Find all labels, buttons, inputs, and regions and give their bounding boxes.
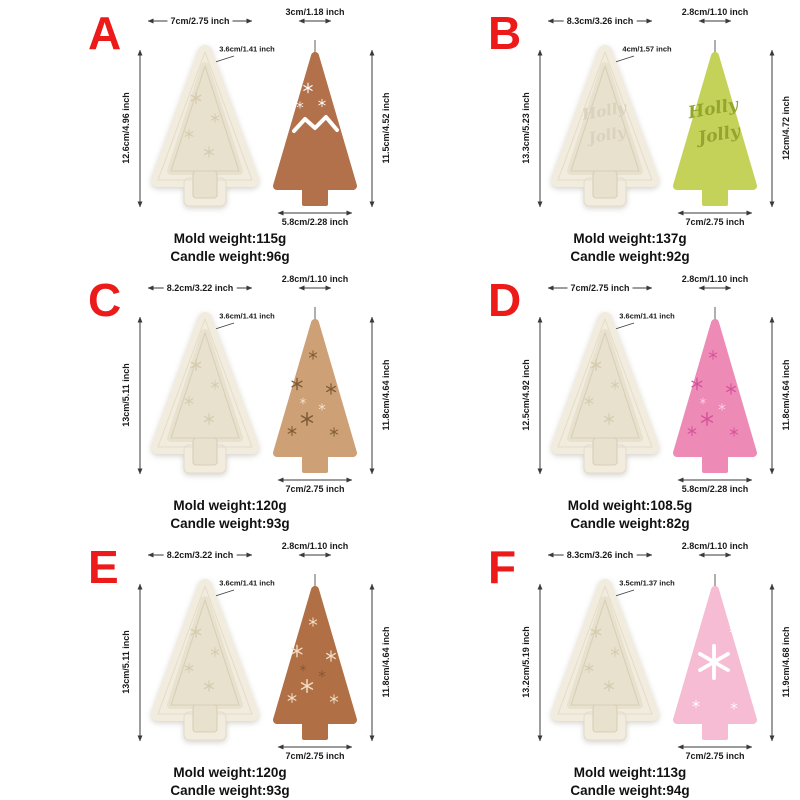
panel-f: F 8.3cm/3.26 inch 3.5cm/1.37 inch 13.2cm…	[400, 534, 800, 800]
mold-height-label: 12.5cm/4.92 inch	[521, 359, 531, 431]
mold-height-label: 12.6cm/4.96 inch	[121, 92, 131, 164]
candle-base-width-label: 5.8cm/2.28 inch	[681, 484, 749, 494]
candle-height-label: 12cm/4.72 inch	[781, 95, 791, 161]
candle-top-width-label: 2.8cm/1.10 inch	[681, 274, 749, 284]
weight-info: Mold weight:120g Candle weight:93g	[60, 764, 400, 799]
candle-top-width-label: 2.8cm/1.10 inch	[281, 541, 349, 551]
candle-weight: Candle weight:96g	[170, 248, 290, 264]
candle-height-label: 11.5cm/4.52 inch	[381, 92, 391, 164]
mold-weight: Mold weight:120g	[173, 765, 287, 780]
mold-cavity-width-label: 3.5cm/1.37 inch	[619, 578, 675, 588]
candle-weight: Candle weight:82g	[570, 515, 690, 531]
tree-candle	[277, 40, 353, 206]
mold-height-label: 13cm/5.11 inch	[121, 630, 131, 694]
mold-height-label: 13cm/5.11 inch	[121, 363, 131, 427]
candle-base-width-label: 7cm/2.75 inch	[285, 751, 345, 761]
candle-height-label: 11.8cm/4.64 inch	[381, 626, 391, 698]
mold-width-label: 7cm/2.75 inch	[567, 283, 633, 293]
panel-letter: B	[488, 7, 522, 59]
mold-cavity-width-label: 4cm/1.57 inch	[622, 44, 672, 54]
snow-decoration	[292, 82, 339, 133]
mold-weight: Mold weight:108.5g	[567, 498, 693, 513]
mold-cavity-width-label: 3.6cm/1.41 inch	[619, 311, 675, 321]
mold-height-label: 13.2cm/5.19 inch	[521, 626, 531, 698]
candle-base-width-label: 7cm/2.75 inch	[685, 751, 745, 761]
mold-weight: Mold weight:120g	[173, 498, 287, 513]
candle-top-width-label: 2.8cm/1.10 inch	[281, 274, 349, 284]
candle-weight: Candle weight:94g	[570, 782, 690, 798]
mold-cavity-width-label: 3.6cm/1.41 inch	[219, 311, 275, 321]
weight-info: Mold weight:108.5g Candle weight:82g	[460, 497, 800, 532]
panel-d: D 7cm/2.75 inch 3.6cm/1.41 inch 12.5cm/4…	[400, 267, 800, 533]
mold-weight: Mold weight:137g	[573, 231, 687, 246]
candle-top-width-label: 2.8cm/1.10 inch	[681, 7, 749, 17]
mold-width-label: 8.3cm/3.26 inch	[563, 550, 637, 560]
panel-letter: E	[88, 541, 119, 593]
weight-info: Mold weight:137g Candle weight:92g	[460, 230, 800, 265]
candle-weight: Candle weight:93g	[170, 782, 290, 798]
weight-info: Mold weight:113g Candle weight:94g	[460, 764, 800, 799]
candle-top-width-label: 3cm/1.18 inch	[285, 7, 345, 17]
panel-a-art	[140, 21, 372, 213]
mold-weight: Mold weight:115g	[173, 231, 287, 246]
mold-width-label: 8.2cm/3.22 inch	[163, 283, 237, 293]
tree-candle: Holly Jolly	[677, 40, 753, 206]
panel-b: B 8.3cm/3.26 inch 4cm/1.57 inch 13.3cm/5…	[400, 0, 800, 266]
panel-letter: C	[88, 274, 122, 326]
mold-width-label: 8.3cm/3.26 inch	[563, 16, 637, 26]
candle-weight: Candle weight:93g	[170, 515, 290, 531]
mold-cavity-width-label: 3.6cm/1.41 inch	[219, 578, 275, 588]
candle-height-label: 11.8cm/4.64 inch	[781, 359, 791, 431]
candle-base-width-label: 7cm/2.75 inch	[685, 217, 745, 227]
candle-top-width-label: 2.8cm/1.10 inch	[681, 541, 749, 551]
panel-b-art: Holly Jolly Holly Jolly	[540, 21, 772, 213]
mold-width-label: 7cm/2.75 inch	[167, 16, 233, 26]
weight-info: Mold weight:115g Candle weight:96g	[60, 230, 400, 265]
mold-height-label: 13.3cm/5.23 inch	[521, 92, 531, 164]
candle-height-label: 11.8cm/4.64 inch	[381, 359, 391, 431]
candle-base-width-label: 5.8cm/2.28 inch	[281, 217, 349, 227]
panel-letter: F	[488, 541, 517, 593]
panel-c: C 8.2cm/3.22 inch 3.6cm/1.41 inch 13cm/5…	[0, 267, 400, 533]
panel-letter: D	[488, 274, 522, 326]
candle-height-label: 11.9cm/4.68 inch	[781, 626, 791, 698]
mold-width-label: 8.2cm/3.22 inch	[163, 550, 237, 560]
weight-info: Mold weight:120g Candle weight:93g	[60, 497, 400, 532]
mold-cavity-width-label: 3.6cm/1.41 inch	[219, 44, 275, 54]
panel-e: E 8.2cm/3.22 inch 3.6cm/1.41 inch 13cm/5…	[0, 534, 400, 800]
mold-weight: Mold weight:113g	[573, 765, 687, 780]
candle-weight: Candle weight:92g	[570, 248, 690, 264]
panel-letter: A	[88, 7, 122, 59]
panel-a: A 7cm/2.75 inch 3.6cm/1.41 inch 12.6cm/4…	[0, 0, 400, 266]
candle-base-width-label: 7cm/2.75 inch	[285, 484, 345, 494]
